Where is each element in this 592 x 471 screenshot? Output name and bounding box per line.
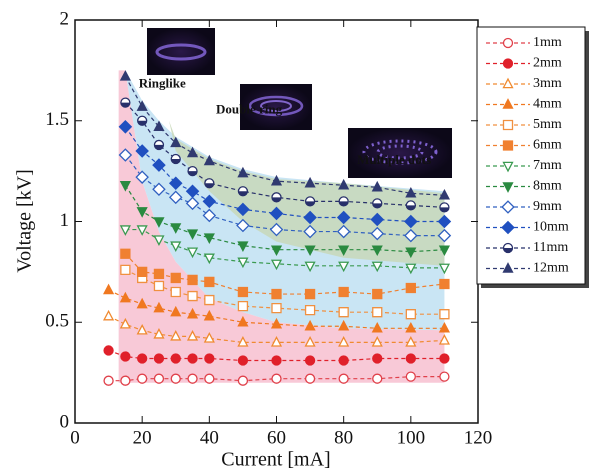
marker (406, 354, 415, 363)
x-tick-label: 40 (200, 427, 219, 448)
marker (272, 356, 281, 365)
x-axis-label: Current [mA] (221, 449, 330, 471)
marker (104, 311, 113, 320)
y-tick-label: 2 (60, 8, 70, 29)
marker (504, 141, 513, 150)
marker (188, 354, 197, 363)
marker (104, 376, 113, 385)
marker (238, 356, 247, 365)
marker (154, 281, 163, 290)
marker (154, 374, 163, 383)
marker (188, 374, 197, 383)
marker (339, 288, 348, 297)
x-tick-label: 100 (397, 427, 426, 448)
marker (440, 354, 449, 363)
legend-label: 1mm (533, 35, 562, 50)
marker (238, 376, 247, 385)
legend-label: 10mm (533, 220, 569, 235)
marker (205, 354, 214, 363)
marker (373, 290, 382, 299)
marker (406, 310, 415, 319)
legend-label: 9mm (533, 199, 562, 214)
marker (121, 376, 130, 385)
legend-label: 4mm (533, 97, 562, 112)
marker (171, 273, 180, 282)
marker (171, 288, 180, 297)
marker (238, 302, 247, 311)
marker (373, 308, 382, 317)
marker (171, 374, 180, 383)
inset-photo (147, 28, 215, 75)
marker (440, 310, 449, 319)
marker (373, 354, 382, 363)
marker (440, 279, 449, 288)
marker (154, 354, 163, 363)
marker (205, 296, 214, 305)
marker (205, 374, 214, 383)
x-tick-label: 60 (267, 427, 286, 448)
marker (306, 356, 315, 365)
marker (104, 285, 113, 294)
marker (272, 290, 281, 299)
marker (406, 283, 415, 292)
marker (154, 269, 163, 278)
legend-label: 11mm (533, 240, 568, 255)
marker (306, 290, 315, 299)
marker (272, 374, 281, 383)
marker (406, 372, 415, 381)
marker (188, 292, 197, 301)
marker (504, 59, 513, 68)
marker (373, 374, 382, 383)
y-tick-label: 0 (60, 411, 70, 432)
marker (272, 304, 281, 313)
marker (238, 288, 247, 297)
marker (306, 306, 315, 315)
legend-label: 7mm (533, 158, 562, 173)
marker (188, 275, 197, 284)
marker (138, 267, 147, 276)
legend-label: 12mm (533, 261, 569, 276)
legend-label: 2mm (533, 56, 562, 71)
marker (171, 354, 180, 363)
y-tick-label: 1.5 (45, 109, 69, 130)
legend-label: 6mm (533, 138, 562, 153)
annotation: Ringlike (139, 75, 186, 90)
x-tick-label: 80 (334, 427, 353, 448)
marker (121, 249, 130, 258)
chart: Voltage [kV] Current [mA] 02040608010012… (0, 0, 592, 471)
legend-label: 3mm (533, 76, 562, 91)
marker (339, 308, 348, 317)
marker (121, 352, 130, 361)
legend-label: 5mm (533, 117, 562, 132)
marker (440, 372, 449, 381)
y-tick-label: 1 (60, 210, 70, 231)
marker (205, 277, 214, 286)
x-tick-label: 20 (133, 427, 152, 448)
legend-label: 8mm (533, 179, 562, 194)
marker (104, 346, 113, 355)
marker (339, 374, 348, 383)
annotation: Double ring (216, 102, 283, 117)
marker (339, 356, 348, 365)
marker (306, 374, 315, 383)
y-tick-label: 0.5 (45, 311, 69, 332)
marker (121, 265, 130, 274)
annotation: Multiple dots (357, 152, 431, 167)
marker (138, 354, 147, 363)
marker (138, 374, 147, 383)
marker (504, 121, 513, 130)
y-axis-label: Voltage [kV] (14, 169, 36, 273)
x-tick-label: 0 (70, 427, 80, 448)
marker (504, 39, 513, 48)
x-tick-label: 120 (464, 427, 493, 448)
